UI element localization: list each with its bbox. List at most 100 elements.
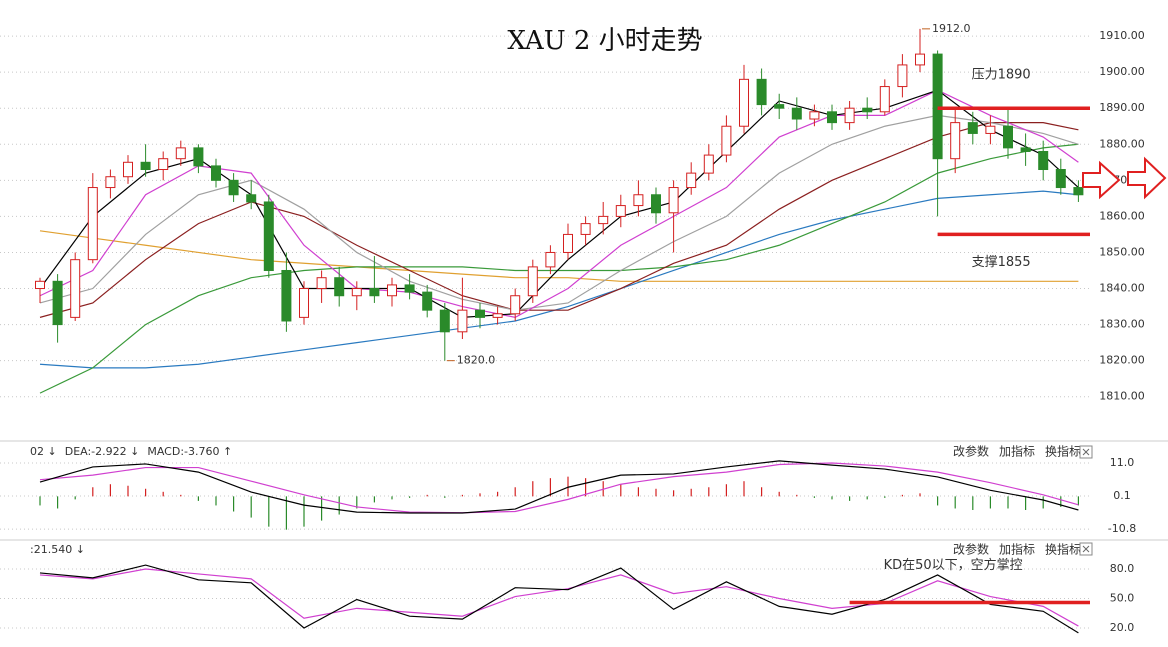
candle-body: [299, 288, 309, 318]
indicator-line: [39, 230, 1079, 282]
level-label: 支撑1855: [972, 255, 1031, 270]
tool-button[interactable]: 改参数: [953, 542, 989, 557]
candle-body: [721, 125, 732, 156]
y-tick-label: 0.1: [1113, 489, 1131, 502]
candle-body: [193, 147, 204, 167]
candle-body: [545, 251, 556, 268]
candle-body: [404, 284, 415, 293]
y-tick-label: 1850.00: [1099, 245, 1145, 258]
y-tick-label: 1890.00: [1099, 101, 1145, 114]
candle-body: [703, 154, 714, 174]
candle-body: [70, 259, 81, 318]
candle-body: [334, 277, 345, 297]
candle-body: [897, 64, 908, 88]
candle-body: [844, 107, 855, 124]
tool-button[interactable]: 换指标: [1045, 444, 1081, 459]
candle-body: [281, 269, 292, 322]
candle-body: [263, 201, 274, 271]
candle-body: [123, 161, 133, 178]
level-label: 压力1890: [972, 68, 1031, 83]
candle-body: [351, 288, 362, 297]
candle-body: [615, 205, 626, 217]
y-tick-label: 11.0: [1110, 456, 1135, 469]
y-tick-label: 1860.00: [1099, 209, 1145, 222]
candle-body: [1073, 187, 1084, 196]
indicator-line: [39, 462, 1079, 514]
y-tick-label: 1910.00: [1099, 29, 1145, 42]
candle-body: [439, 309, 450, 333]
candle-body: [35, 280, 45, 290]
candle-body: [211, 165, 221, 181]
candle-body: [756, 78, 767, 106]
candle-body: [862, 107, 873, 113]
candle-body: [475, 309, 485, 318]
y-tick-label: 1830.00: [1099, 318, 1145, 331]
candle-body: [791, 107, 802, 120]
candle-body: [158, 158, 169, 171]
candle-body: [932, 53, 943, 160]
y-tick-label: 1880.00: [1099, 137, 1145, 150]
candle-body: [457, 309, 468, 333]
candle-body: [52, 280, 63, 326]
indicator-line: [39, 460, 1079, 514]
indicator-line: [39, 190, 1079, 369]
indicator-line: [39, 564, 1079, 634]
candle-body: [915, 53, 925, 66]
y-tick-label: 1820.00: [1099, 354, 1145, 367]
annotation: 1912.0: [932, 22, 971, 35]
candle-body: [668, 187, 679, 214]
annotation: 1820.0: [457, 354, 496, 367]
close-button[interactable]: [1079, 445, 1093, 459]
candle-body: [827, 111, 837, 124]
arrow-icon: [1127, 156, 1167, 200]
candle-body: [87, 187, 98, 261]
y-tick-label: -10.8: [1108, 522, 1136, 535]
candle-body: [175, 147, 186, 160]
tool-button[interactable]: 加指标: [999, 444, 1035, 459]
candle-body: [422, 291, 433, 311]
candle-body: [246, 194, 257, 203]
legend-text: DEA:-2.922 ↓: [65, 445, 140, 458]
indicator-line: [39, 122, 1079, 318]
tool-button[interactable]: 加指标: [999, 542, 1035, 557]
candle-body: [879, 86, 890, 113]
legend-text: MACD:-3.760 ↑: [147, 445, 232, 458]
y-tick-label: 50.0: [1110, 592, 1135, 605]
legend-text: 02 ↓: [30, 445, 57, 458]
candle-body: [527, 266, 538, 297]
close-button[interactable]: [1079, 542, 1093, 556]
candle-body: [1003, 125, 1013, 149]
y-tick-label: 80.0: [1110, 562, 1135, 575]
candle-body: [316, 277, 327, 290]
legend-text: :21.540 ↓: [30, 543, 85, 556]
candle-body: [686, 172, 697, 189]
indicator-line: [39, 568, 1079, 627]
y-tick-label: 1810.00: [1099, 390, 1145, 403]
y-tick-label: 20.0: [1110, 621, 1135, 634]
candle-body: [1055, 169, 1066, 189]
candle-body: [774, 104, 785, 109]
candle-body: [563, 233, 573, 253]
tool-button[interactable]: 改参数: [953, 444, 989, 459]
candle-body: [633, 194, 644, 207]
candle-body: [967, 122, 978, 134]
tool-button[interactable]: 换指标: [1045, 542, 1081, 557]
candle-body: [228, 179, 239, 196]
candle-body: [950, 122, 961, 160]
candle-body: [739, 78, 749, 127]
candle-body: [492, 313, 503, 318]
candle-body: [1020, 147, 1031, 152]
level-label: KD在50以下，空方掌控: [884, 557, 1023, 573]
candle-body: [140, 161, 151, 171]
candle-body: [580, 223, 591, 235]
candle-body: [809, 111, 820, 120]
candle-body: [1038, 150, 1049, 171]
candle-body: [651, 194, 661, 214]
arrow-icon: [1082, 160, 1121, 200]
candle-body: [387, 284, 397, 297]
indicator-line: [39, 143, 1079, 394]
y-tick-label: 1900.00: [1099, 65, 1145, 78]
indicator-line: [39, 114, 1079, 311]
